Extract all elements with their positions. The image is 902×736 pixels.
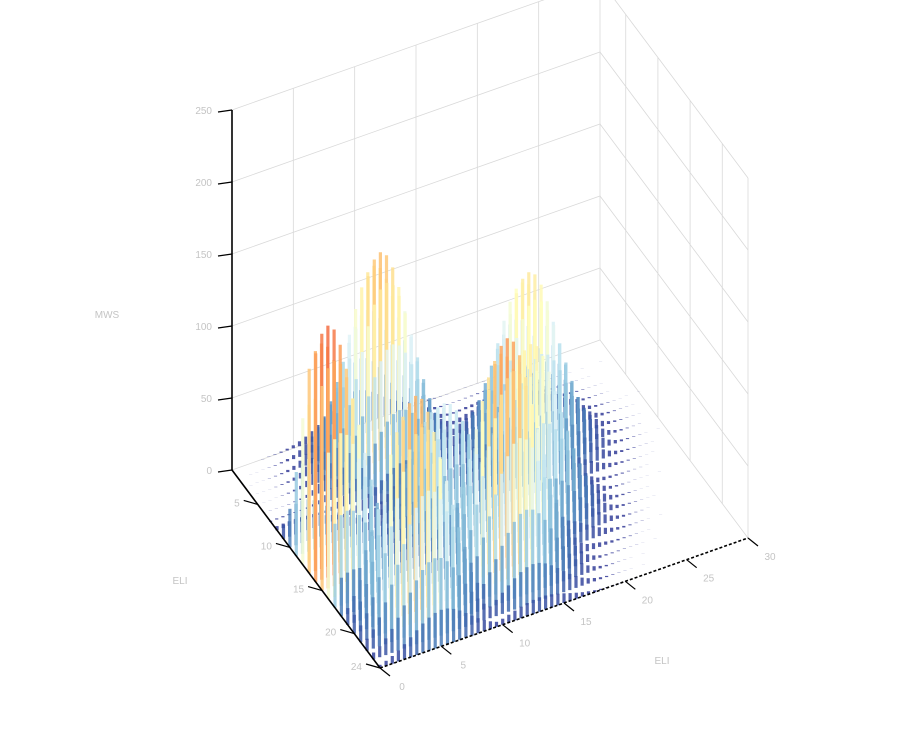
x-tick-label: 30 [764,552,776,563]
axes-layer [217,109,759,677]
y-axis-title: ELI [172,576,187,587]
y-tick-label: 20 [325,628,337,639]
z-tick [217,325,233,329]
y-tick [307,585,323,592]
z-tick-label: 200 [195,178,212,189]
gridline-z [231,195,749,395]
z-tick [217,253,233,257]
x-tick-label: 20 [642,595,654,606]
x-tick-label: 25 [703,574,715,585]
gridline-z [231,123,749,323]
z-tick-label: 150 [195,250,212,261]
grid-layer [231,0,749,539]
x-tick [686,559,698,569]
x-tick [747,537,759,547]
y-tick-label: 15 [293,585,305,596]
x-tick [440,645,452,655]
y-tick [275,542,291,549]
x-tick-label: 15 [580,617,592,628]
y-axis-line [231,469,381,669]
y-tick [243,499,258,506]
z-tick-label: 100 [195,322,212,333]
z-axis-title: MWS [95,310,120,321]
z-tick [217,397,233,401]
gridline-z [231,51,749,251]
x-tick-label: 0 [399,682,405,693]
z-tick-label: 0 [206,466,212,477]
z-tick-label: 250 [195,106,212,117]
y-tick-label: 10 [261,541,273,552]
z-tick-label: 50 [201,394,213,405]
z-tick [217,469,233,473]
labels-layer: 0 50 100 150 200 250 5 10 15 20 24 0 5 10 15 20 25 30 MWS E… [95,106,776,693]
x-tick [379,667,391,677]
x-tick-label: 5 [461,660,467,671]
gridline-z [231,0,749,179]
y-tick [340,628,355,635]
y-tick [365,663,381,669]
x-tick [563,602,575,612]
z-tick [217,109,233,113]
x-tick-label: 10 [519,639,531,650]
z-tick [217,181,233,185]
x-axis-title: ELI [654,656,669,667]
y-tick-label: 24 [351,662,363,673]
bars-layer [249,252,663,668]
x-tick [624,580,636,590]
y-tick-label: 5 [234,498,240,509]
x-tick [502,624,514,634]
